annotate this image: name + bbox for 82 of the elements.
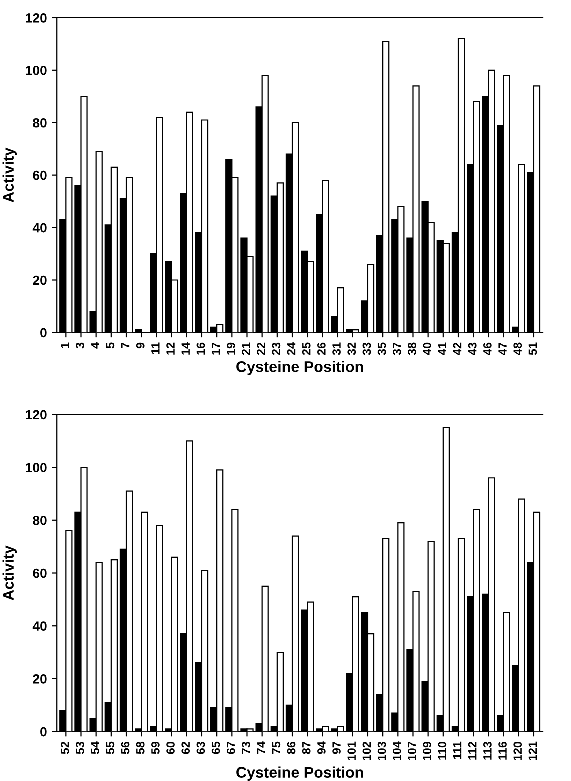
x-tick-label: 58 [136, 742, 145, 754]
x-tick-label: 16 [196, 342, 206, 355]
x-axis-title: Cysteine Position [236, 361, 364, 376]
y-tick-label: 0 [40, 727, 47, 737]
x-tick-label: 17 [212, 342, 220, 355]
x-tick-label: 7 [121, 342, 130, 348]
x-tick-label: 121 [528, 742, 538, 760]
y-tick-label: 100 [26, 463, 47, 472]
y-tick-label: 20 [33, 674, 47, 684]
x-tick-label: 87 [302, 742, 311, 754]
x-tick-label: 110 [438, 742, 447, 760]
y-axis-title: Activity [2, 546, 18, 600]
x-tick-label: 111 [453, 742, 462, 760]
x-tick-label: 120 [514, 742, 522, 760]
x-tick-label: 5 [106, 342, 115, 349]
x-tick-label: 47 [498, 342, 507, 356]
y-tick-label: 80 [33, 516, 47, 526]
x-tick-label: 116 [498, 742, 507, 760]
x-tick-label: 53 [76, 742, 84, 754]
x-tick-label: 73 [242, 742, 250, 754]
x-tick-label: 19 [226, 342, 236, 355]
x-tick-label: 107 [408, 742, 416, 760]
x-tick-label: 65 [212, 742, 220, 754]
x-tick-label: 103 [378, 742, 386, 760]
x-tick-label: 46 [484, 342, 492, 356]
x-tick-label: 51 [528, 342, 538, 356]
x-tick-label: 32 [348, 342, 356, 356]
x-tick-label: 31 [332, 342, 341, 356]
x-tick-label: 35 [378, 342, 386, 356]
x-tick-label: 11 [152, 342, 160, 354]
x-tick-label: 55 [106, 742, 115, 754]
y-tick-label: 40 [32, 223, 47, 233]
x-tick-label: 22 [257, 342, 266, 356]
x-tick-label: 60 [166, 742, 175, 754]
x-tick-label: 48 [514, 342, 522, 356]
y-axis-title: Activity [2, 148, 18, 203]
x-tick-label: 38 [408, 342, 416, 356]
y-tick-label: 120 [26, 410, 47, 420]
y-tick-label: 20 [33, 276, 47, 286]
x-tick-label: 12 [166, 342, 175, 355]
x-tick-label: 63 [196, 742, 206, 754]
y-tick-label: 60 [33, 170, 47, 180]
y-tick-label: 80 [33, 118, 47, 128]
x-tick-label: 42 [453, 342, 462, 356]
x-tick-label: 9 [136, 342, 145, 349]
x-tick-label: 74 [257, 742, 266, 754]
x-tick-label: 54 [91, 742, 100, 754]
x-tick-label: 37 [392, 342, 402, 356]
y-tick-label: 0 [40, 328, 47, 338]
x-tick-label: 101 [348, 742, 356, 760]
x-tick-label: 67 [226, 742, 236, 754]
x-tick-label: 24 [287, 342, 296, 356]
x-tick-label: 1 [61, 342, 70, 348]
x-tick-label: 26 [318, 342, 326, 356]
y-tick-label: 100 [26, 66, 47, 76]
x-tick-label: 102 [362, 742, 372, 760]
x-tick-label: 3 [76, 342, 84, 349]
x-tick-label: 23 [272, 342, 281, 356]
x-tick-label: 86 [287, 742, 296, 754]
x-tick-label: 25 [302, 342, 311, 356]
x-tick-label: 4 [91, 342, 100, 349]
x-tick-label: 40 [423, 342, 432, 356]
x-tick-label: 14 [182, 342, 190, 355]
x-tick-label: 113 [484, 742, 492, 760]
x-tick-label: 75 [272, 742, 281, 754]
x-tick-label: 43 [468, 342, 477, 356]
x-axis-title: Cysteine Position [236, 766, 364, 781]
y-tick-label: 40 [32, 622, 47, 632]
x-tick-label: 56 [121, 742, 130, 754]
x-tick-label: 104 [392, 742, 402, 760]
x-tick-label: 21 [242, 342, 250, 356]
x-tick-label: 33 [362, 342, 372, 356]
y-tick-label: 120 [26, 14, 47, 23]
x-tick-label: 112 [468, 742, 477, 760]
x-tick-label: 52 [60, 742, 70, 754]
x-tick-label: 41 [438, 342, 446, 356]
y-tick-label: 60 [33, 568, 47, 578]
x-tick-label: 59 [152, 742, 160, 754]
x-tick-label: 109 [423, 742, 432, 760]
x-tick-label: 94 [318, 742, 326, 754]
x-tick-label: 97 [332, 742, 341, 754]
x-tick-label: 62 [182, 742, 190, 754]
